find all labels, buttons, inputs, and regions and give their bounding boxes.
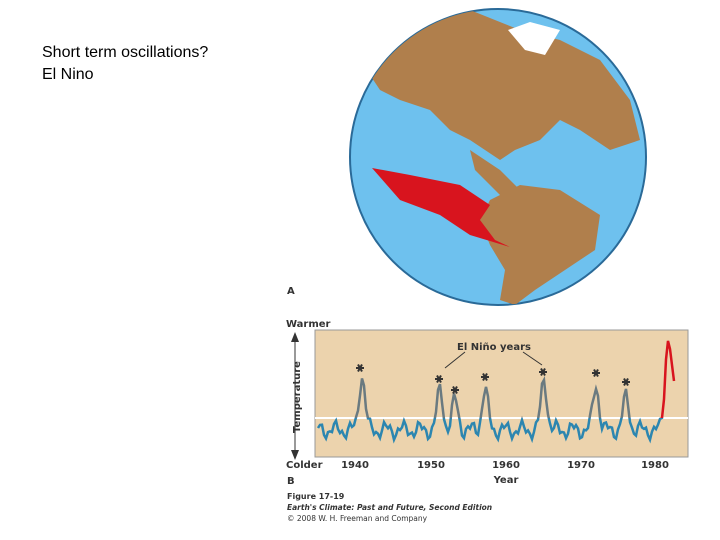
y-axis-label: Temperature bbox=[292, 361, 303, 433]
caption: Figure 17-19 bbox=[287, 492, 345, 501]
asterisk bbox=[623, 378, 629, 386]
x-tick-label: 1980 bbox=[641, 460, 669, 471]
caption: © 2008 W. H. Freeman and Company bbox=[287, 514, 428, 523]
x-axis-label: Year bbox=[493, 475, 519, 486]
x-tick-label: 1960 bbox=[492, 460, 520, 471]
axis-end-label: Colder bbox=[286, 460, 323, 471]
asterisk bbox=[593, 369, 599, 377]
globe bbox=[349, 8, 647, 306]
asterisk bbox=[357, 364, 363, 372]
caption: Earth's Climate: Past and Future, Second… bbox=[287, 503, 492, 512]
x-tick-label: 1940 bbox=[341, 460, 369, 471]
chart: A Warmer Colder B Temperature El Niño ye… bbox=[286, 286, 689, 523]
asterisk bbox=[436, 375, 442, 383]
slide-text: El Nino bbox=[42, 66, 94, 83]
annotation: El Niño years bbox=[457, 342, 531, 353]
asterisk bbox=[482, 373, 488, 381]
x-tick-label: 1970 bbox=[567, 460, 595, 471]
panel-label: B bbox=[287, 476, 295, 487]
asterisk bbox=[452, 386, 458, 394]
x-tick-label: 1950 bbox=[417, 460, 445, 471]
axis-end-label: Warmer bbox=[286, 319, 331, 330]
slide-text: Short term oscillations? bbox=[42, 44, 209, 61]
asterisk bbox=[540, 368, 546, 376]
panel-label: A bbox=[287, 286, 295, 297]
